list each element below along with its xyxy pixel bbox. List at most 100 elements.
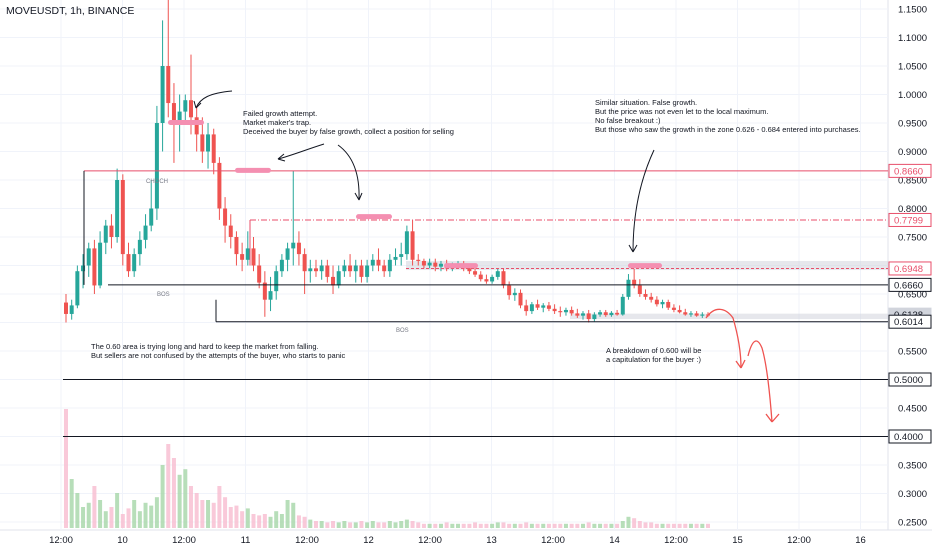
candle-body	[64, 302, 68, 314]
volume-bar	[325, 522, 330, 528]
volume-bar	[404, 519, 409, 528]
volume-bar	[285, 500, 290, 528]
volume-bar	[558, 523, 563, 528]
candle-body	[69, 305, 74, 314]
volume-bar	[478, 523, 483, 528]
volume-bar	[348, 522, 353, 528]
price-tick-label: 0.7500	[898, 233, 927, 244]
price-label-box	[888, 314, 932, 329]
volume-bar	[671, 523, 676, 528]
candle-body	[569, 309, 574, 314]
volume-bar	[603, 523, 608, 528]
candle-body	[535, 304, 540, 308]
volume-bar	[359, 521, 364, 528]
annotation-line: The 0.60 area is trying long and hard to…	[91, 342, 319, 351]
volume-bar	[575, 523, 580, 528]
volume-bar	[342, 521, 347, 528]
annotation-line: a capitulation for the buyer :)	[606, 355, 702, 364]
time-tick-label: 12:00	[49, 535, 73, 546]
candle-body	[615, 312, 620, 315]
candle-body	[376, 259, 381, 266]
candle-body	[495, 271, 500, 277]
candle-body	[200, 134, 205, 152]
candle-body	[291, 242, 296, 249]
annotation-line: Similar situation. False growth.	[595, 98, 697, 107]
candle-body	[552, 308, 557, 312]
volume-bar	[484, 523, 489, 528]
price-label: 0.6660	[894, 280, 923, 291]
volume-bar	[188, 486, 193, 528]
volume-bar	[313, 521, 318, 528]
candle-body	[478, 274, 483, 280]
candle-body	[507, 285, 512, 296]
price-tick-label: 0.2500	[898, 518, 927, 529]
candle-body	[575, 313, 580, 316]
volume-bar	[433, 523, 438, 528]
volume-bar	[257, 515, 262, 528]
candle-body	[217, 162, 222, 209]
candle-body	[620, 296, 625, 315]
volume-bar	[387, 521, 392, 528]
volume-bar	[399, 521, 404, 528]
annotation-line: But sellers are not confused by the atte…	[91, 351, 346, 360]
candle-body	[92, 248, 97, 286]
volume-bar	[353, 522, 358, 528]
candle-body	[348, 265, 353, 272]
price-tick-label: 0.3500	[898, 461, 927, 472]
candle-body	[240, 254, 245, 260]
volume-bar	[211, 502, 216, 528]
price-tick-label: 0.6500	[898, 290, 927, 301]
price-label: 0.6948	[894, 264, 923, 275]
volume-bar	[444, 522, 449, 528]
volume-bar	[490, 523, 495, 528]
candle-body	[183, 100, 188, 112]
volume-bar	[217, 486, 222, 528]
volume-bar	[109, 507, 114, 528]
candle-body	[81, 265, 86, 272]
candle-body	[563, 309, 568, 313]
candle-body	[666, 301, 671, 308]
price-tick-label: 1.0500	[898, 62, 927, 73]
volume-bar	[291, 502, 296, 528]
price-tick-label: 1.1500	[898, 5, 927, 16]
volume-bar	[456, 523, 461, 528]
candle-body	[245, 248, 250, 260]
volume-bar	[660, 523, 665, 528]
candle-body	[302, 254, 307, 272]
volume-bar	[501, 522, 506, 528]
candle-body	[688, 313, 693, 315]
volume-bar	[336, 522, 341, 528]
volume-bar	[302, 516, 307, 528]
volume-bar	[120, 514, 125, 528]
arrow	[747, 340, 773, 423]
volume-bar	[586, 522, 591, 528]
volume-bar	[416, 522, 421, 528]
time-axis[interactable]: 12:00 10 12:00 11 12:00 12 12:00 13 12:00 14 12:00…	[49, 535, 866, 546]
highlight-marker	[444, 263, 478, 269]
volume-bar	[700, 523, 705, 528]
candle-body	[410, 231, 415, 260]
volume-bar	[546, 523, 551, 528]
volume-bar	[154, 497, 159, 528]
annotations: Failed growth attempt. Market maker's tr…	[91, 98, 861, 364]
candle-body	[637, 285, 642, 294]
price-label: 0.8660	[894, 166, 923, 177]
volume-bar	[620, 521, 625, 528]
volume-bar	[183, 469, 188, 528]
volume-bar	[541, 523, 546, 528]
volume-bar	[563, 523, 568, 528]
volume-bar	[649, 522, 654, 528]
volume-bar	[706, 523, 710, 528]
volume-bar	[524, 522, 529, 528]
candle-body	[518, 292, 523, 306]
volume-bar	[615, 523, 620, 528]
candle-body	[603, 312, 608, 316]
candle-body	[490, 276, 495, 282]
volume-bar	[677, 523, 682, 528]
volume-bar	[228, 507, 233, 528]
time-tick-label: 12:00	[172, 535, 196, 546]
annotation-line: A breakdown of 0.600 will be	[606, 346, 701, 355]
price-tick-label: 1.0000	[898, 90, 927, 101]
price-tick-label: 0.5500	[898, 347, 927, 358]
